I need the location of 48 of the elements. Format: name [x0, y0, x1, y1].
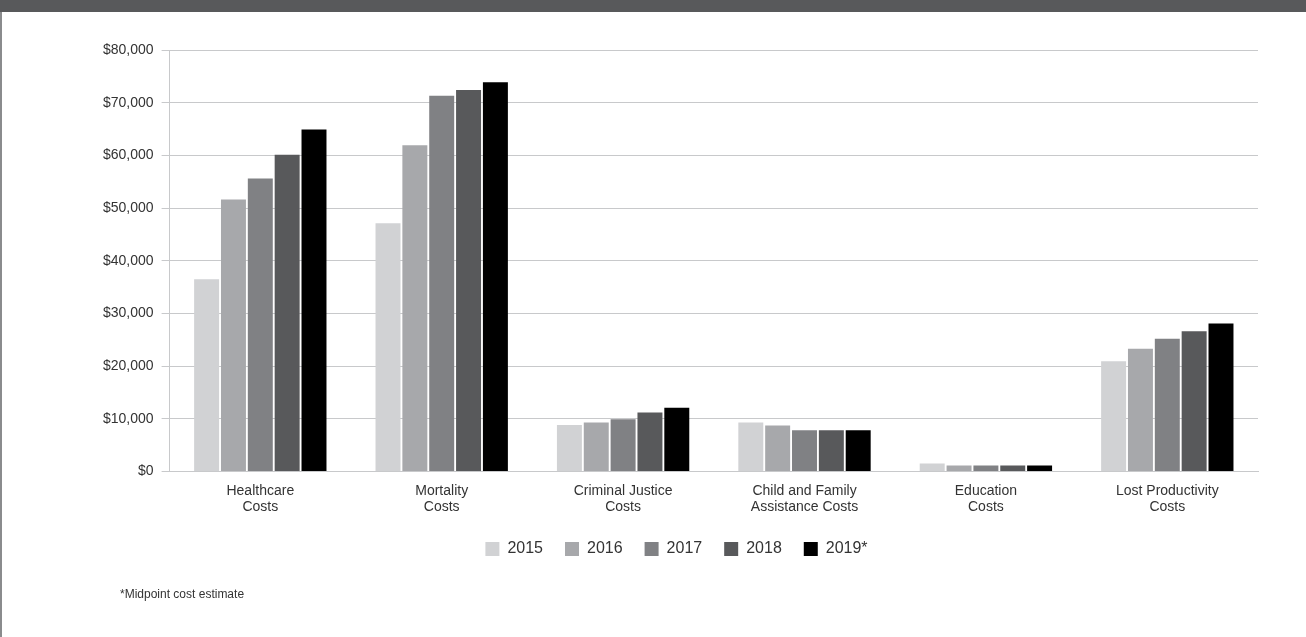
legend-label: 2017 [666, 539, 703, 557]
bar [1127, 348, 1153, 471]
bar [845, 430, 871, 471]
bar [973, 465, 999, 471]
y-tick-label: $80,000 [103, 40, 154, 57]
bar [1000, 465, 1026, 471]
bar [1027, 465, 1053, 471]
legend-label: 2015 [507, 539, 544, 557]
text: *Midpoint cost estimate [120, 587, 245, 602]
bar [1208, 323, 1234, 471]
bar [556, 425, 582, 471]
bar [482, 82, 508, 471]
y-tick-label: $70,000 [103, 93, 154, 110]
y-tick-label: $40,000 [103, 251, 154, 268]
y-tick-label: $0 [138, 462, 154, 479]
x-tick-label: Mortality Costs [415, 481, 469, 515]
bar [583, 422, 609, 471]
x-tick-label: Child and Family Assistance Costs [750, 481, 859, 515]
y-tick-label: $50,000 [103, 198, 154, 215]
bar [1154, 338, 1180, 471]
bar [456, 90, 482, 471]
bar [429, 95, 455, 471]
y-tick-label: $10,000 [103, 409, 154, 426]
bar [664, 407, 690, 471]
bar [220, 199, 246, 471]
legend-label: 2018 [746, 539, 782, 557]
y-tick-label: $60,000 [103, 146, 154, 163]
x-tick-label: Healthcare Costs [226, 481, 295, 515]
legend-label: 2016 [587, 539, 623, 557]
x-tick-label: Criminal Justice Costs [573, 481, 673, 515]
bar [247, 178, 273, 471]
bar [1181, 331, 1207, 471]
bar [792, 430, 817, 471]
bar [946, 465, 972, 471]
y-tick-label: $20,000 [103, 356, 154, 373]
x-tick-label: Education Costs [954, 481, 1018, 515]
bar [274, 154, 300, 471]
y-tick-label: $30,000 [103, 304, 154, 321]
bar [301, 129, 327, 471]
bar [919, 463, 945, 471]
x-tick-label: Lost Productivity Costs [1115, 481, 1219, 515]
bar [402, 145, 428, 471]
bar [738, 422, 764, 471]
legend-label: 2019* [825, 539, 868, 557]
bar [765, 425, 791, 471]
bar [610, 419, 636, 471]
bar [818, 430, 844, 471]
bar [637, 412, 663, 471]
